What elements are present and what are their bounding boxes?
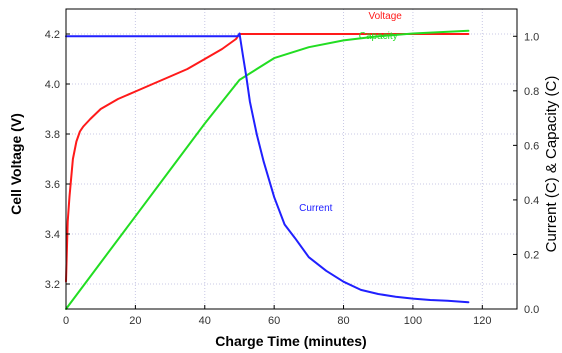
x-tick-label: 60 [268,315,280,327]
plot-background [66,9,517,309]
y-right-tick-label: 0.2 [524,249,539,261]
y-right-tick-label: 0.0 [524,304,539,316]
y-right-axis-label: Current (C) & Capacity (C) [543,76,560,253]
y-left-tick-label: 3.8 [45,129,60,141]
y-left-tick-label: 3.6 [45,179,60,191]
y-right-tick-label: 1.0 [524,31,539,43]
x-axis-label: Charge Time (minutes) [215,333,366,349]
x-tick-label: 0 [63,315,69,327]
x-tick-label: 120 [473,315,491,327]
x-tick-label: 100 [404,315,422,327]
x-tick-label: 80 [337,315,349,327]
series-label-current: Current [299,203,333,214]
x-tick-label: 40 [199,315,211,327]
series-line-voltage [65,33,470,283]
y-left-tick-label: 4.2 [45,29,60,41]
series-line-current [65,32,470,304]
series-line-capacity [65,29,470,310]
series-label-voltage: Voltage [368,11,402,22]
tick-layer: 0 20 40 60 80 100 120 3.2 3.4 3.6 3.8 4.0 4.2 0.0 0.2 0… [45,29,540,327]
y-right-tick-label: 0.4 [524,195,539,207]
plot-frame [65,8,518,310]
series-label-capacity: Capacity [359,31,398,42]
series-label-layer: Voltage Capacity Current [299,11,402,214]
series-layer [65,29,470,310]
y-right-tick-label: 0.6 [524,140,539,152]
y-left-axis-label: Cell Voltage (V) [8,113,24,215]
y-left-tick-label: 4.0 [45,79,60,91]
y-left-tick-label: 3.2 [45,279,60,291]
y-left-tick-label: 3.4 [45,229,60,241]
y-right-tick-label: 0.8 [524,86,539,98]
x-tick-label: 20 [129,315,141,327]
